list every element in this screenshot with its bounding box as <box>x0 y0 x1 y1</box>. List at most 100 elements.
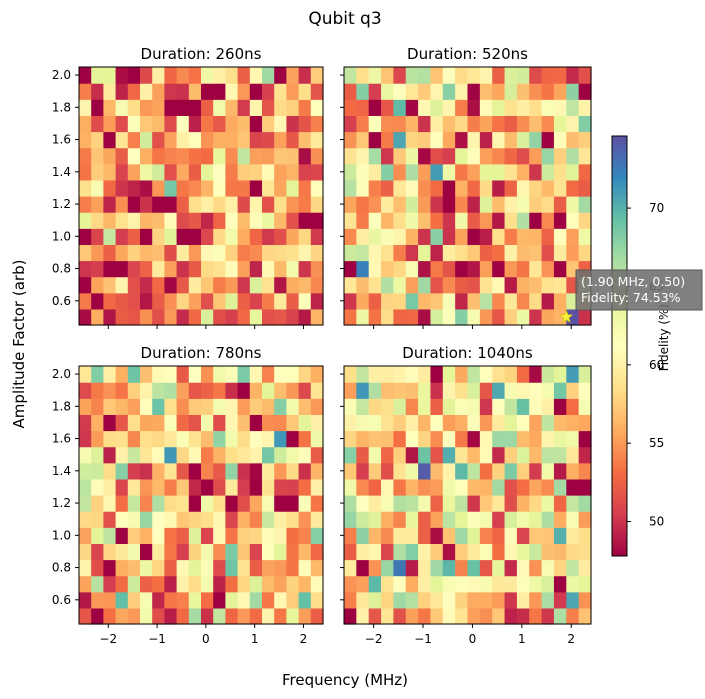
heatmap-cell <box>237 607 251 625</box>
panel-title: Duration: 520ns <box>407 45 528 63</box>
heatmap-cell <box>430 414 444 432</box>
heatmap-cell <box>237 163 251 181</box>
heatmap-cell <box>492 591 506 609</box>
heatmap-cell <box>356 163 370 181</box>
heatmap-cell <box>201 212 214 229</box>
heatmap-cell <box>103 495 117 512</box>
heatmap-cell <box>237 260 251 278</box>
heatmap-cell <box>79 462 92 480</box>
heatmap-cell <box>344 115 357 133</box>
heatmap-cell <box>381 179 394 197</box>
heatmap-cell <box>262 591 275 609</box>
heatmap-cell <box>127 292 141 310</box>
heatmap-cell <box>249 495 263 512</box>
heatmap-cell <box>262 131 275 149</box>
heatmap-cell <box>91 462 104 480</box>
heatmap-cell <box>91 575 104 593</box>
heatmap-cell <box>274 478 287 496</box>
heatmap-cell <box>140 478 153 496</box>
heatmap-cell <box>201 83 214 100</box>
heatmap-cell <box>298 382 312 399</box>
x-tick-label: 2 <box>567 632 575 646</box>
heatmap-cell <box>103 115 117 133</box>
heatmap-cell <box>541 543 555 561</box>
heatmap-cell <box>225 196 239 213</box>
heatmap-cell <box>140 163 153 181</box>
heatmap-cell <box>578 99 592 116</box>
heatmap-cell <box>201 260 214 278</box>
heatmap-cell <box>467 446 481 464</box>
heatmap-cell <box>164 163 178 181</box>
heatmap-cell <box>455 179 469 197</box>
heatmap-cell <box>344 543 357 561</box>
heatmap-cell <box>516 591 530 609</box>
heatmap-cell <box>344 527 357 544</box>
heatmap-cell <box>310 115 324 133</box>
heatmap-cell <box>529 398 543 415</box>
heatmap-cell <box>529 131 543 149</box>
heatmap-cell <box>91 446 104 464</box>
heatmap-cell <box>249 292 263 310</box>
heatmap-cell <box>541 131 555 149</box>
heatmap-cell <box>91 292 104 310</box>
heatmap-cell <box>115 292 129 310</box>
heatmap-cell <box>91 276 104 294</box>
heatmap-cell <box>274 115 287 133</box>
heatmap-cell <box>541 260 555 278</box>
heatmap-cell <box>103 430 117 448</box>
heatmap-cell <box>249 147 263 165</box>
heatmap-cell <box>492 276 506 294</box>
heatmap-cell <box>249 99 263 116</box>
heatmap-cell <box>310 366 324 383</box>
heatmap-cell <box>115 228 129 245</box>
heatmap-cell <box>504 495 518 512</box>
heatmap-cell <box>381 115 394 133</box>
heatmap-cell <box>115 478 129 496</box>
heatmap-cell <box>405 308 419 326</box>
y-tick-label: 0.6 <box>52 294 71 308</box>
heatmap-cell <box>237 478 251 496</box>
heatmap-cell <box>79 131 92 149</box>
heatmap-cell <box>225 607 239 625</box>
heatmap-cell <box>529 366 543 383</box>
heatmap-cell <box>225 131 239 149</box>
heatmap-cell <box>91 511 104 528</box>
heatmap-cell <box>479 260 493 278</box>
heatmap-cell <box>127 607 141 625</box>
heatmap-cell <box>152 196 165 213</box>
heatmap-cell <box>213 478 226 496</box>
heatmap-cell <box>418 292 432 310</box>
heatmap-cell <box>237 212 251 229</box>
heatmap-cell <box>381 83 394 100</box>
heatmap-cell <box>188 276 202 294</box>
heatmap-cell <box>455 244 469 262</box>
heatmap-cell <box>578 527 592 544</box>
heatmap-cell <box>249 67 263 84</box>
heatmap-cell <box>344 511 357 528</box>
heatmap-cell <box>344 430 357 448</box>
heatmap-cell <box>262 575 275 593</box>
heatmap-cell <box>91 559 104 577</box>
heatmap-cell <box>225 276 239 294</box>
heatmap-cell <box>381 308 394 326</box>
heatmap-cell <box>479 430 493 448</box>
heatmap-cell <box>286 99 300 116</box>
heatmap-cell <box>201 163 214 181</box>
heatmap-cell <box>381 398 394 415</box>
heatmap-cell <box>262 446 275 464</box>
heatmap-cell <box>79 179 92 197</box>
heatmap-cell <box>152 67 165 84</box>
heatmap-cell <box>213 430 226 448</box>
heatmap-cell <box>176 527 190 544</box>
heatmap-cell <box>164 527 178 544</box>
heatmap-cell <box>298 591 312 609</box>
heatmap-cell <box>91 228 104 245</box>
heatmap-cell <box>504 212 518 229</box>
heatmap-cell <box>298 212 312 229</box>
x-tick-label: −2 <box>99 632 117 646</box>
heatmap-cell <box>237 527 251 544</box>
heatmap-cell <box>79 559 92 577</box>
heatmap-cell <box>249 478 263 496</box>
heatmap-cell <box>237 382 251 399</box>
heatmap-cell <box>455 495 469 512</box>
